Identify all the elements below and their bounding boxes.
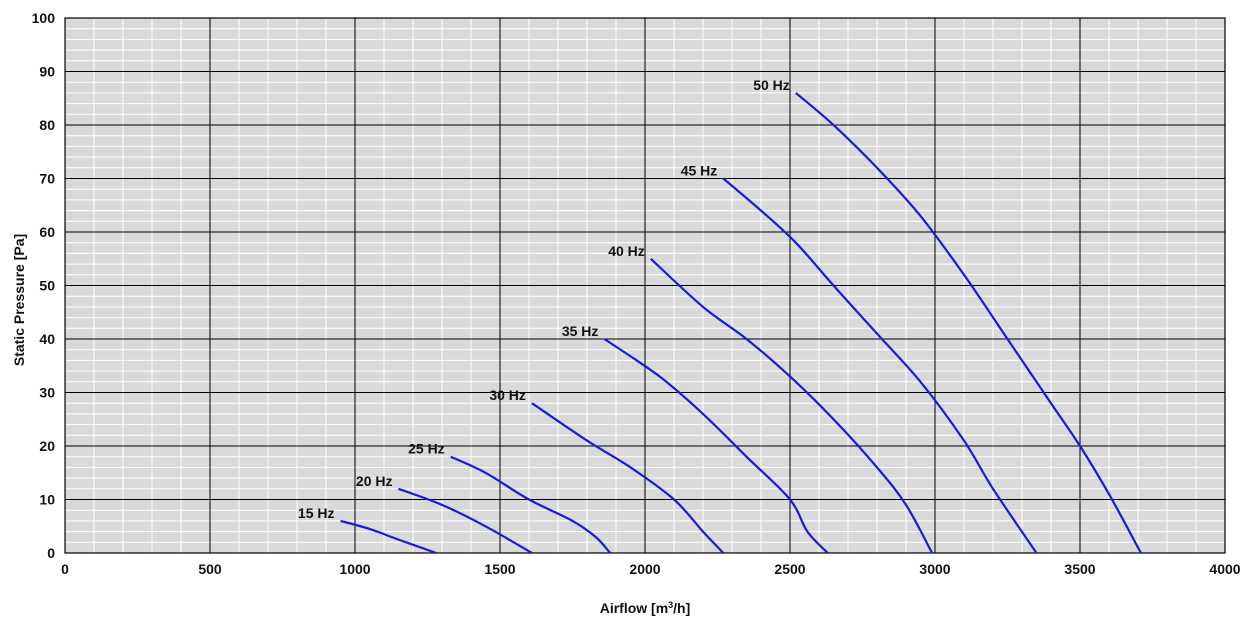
- curve-45hz: [722, 177, 1038, 554]
- curve-label: 40 Hz: [608, 243, 645, 259]
- y-tick-label: 20: [39, 438, 55, 454]
- x-tick-label: 4000: [1209, 561, 1240, 577]
- curve-label: 20 Hz: [356, 473, 393, 489]
- curve-labels: 15 Hz 20 Hz 25 Hz 30 Hz 35 Hz 40 Hz 45 Hz 50 Hz: [298, 77, 790, 521]
- y-tick-label: 90: [39, 64, 55, 80]
- x-tick-label: 1000: [339, 561, 370, 577]
- y-tick-label: 80: [39, 117, 55, 133]
- plot-border: [64, 17, 1226, 554]
- curve-label: 30 Hz: [489, 387, 526, 403]
- y-tick-label: 0: [47, 545, 55, 561]
- curves: [340, 92, 1142, 555]
- x-tick-label: 2000: [629, 561, 660, 577]
- curve-30hz: [531, 402, 725, 554]
- curve-25hz: [450, 455, 612, 554]
- x-tick-label: 2500: [774, 561, 805, 577]
- curve-label: 35 Hz: [562, 323, 599, 339]
- curve-label: 25 Hz: [408, 441, 445, 457]
- curve-50hz: [795, 92, 1142, 554]
- y-axis-title: Static Pressure [Pa]: [11, 234, 27, 366]
- curve-label: 50 Hz: [753, 77, 790, 93]
- y-tick-label: 50: [39, 278, 55, 294]
- y-tick-label: 100: [32, 10, 56, 26]
- curve-label: 45 Hz: [681, 163, 718, 179]
- x-tick-label: 0: [61, 561, 69, 577]
- y-tick-label: 60: [39, 224, 55, 240]
- x-axis-ticks: 0 500 1000 1500 2000 2500 3000 3500 4000: [61, 561, 1241, 577]
- y-tick-label: 70: [39, 171, 55, 187]
- x-tick-label: 3000: [919, 561, 950, 577]
- x-tick-label: 1500: [484, 561, 515, 577]
- y-tick-label: 30: [39, 385, 55, 401]
- y-tick-label: 10: [39, 492, 55, 508]
- curve-20hz: [398, 487, 533, 554]
- y-axis-ticks: 0 10 20 30 40 50 60 70 80 90 100: [32, 10, 56, 561]
- x-axis-title: Airflow [m3/h]: [600, 600, 691, 616]
- x-tick-label: 3500: [1064, 561, 1095, 577]
- curve-15hz: [340, 519, 437, 555]
- curve-label: 15 Hz: [298, 505, 335, 521]
- curve-35hz: [603, 338, 829, 554]
- curve-40hz: [650, 257, 934, 554]
- x-tick-label: 500: [198, 561, 222, 577]
- y-tick-label: 40: [39, 331, 55, 347]
